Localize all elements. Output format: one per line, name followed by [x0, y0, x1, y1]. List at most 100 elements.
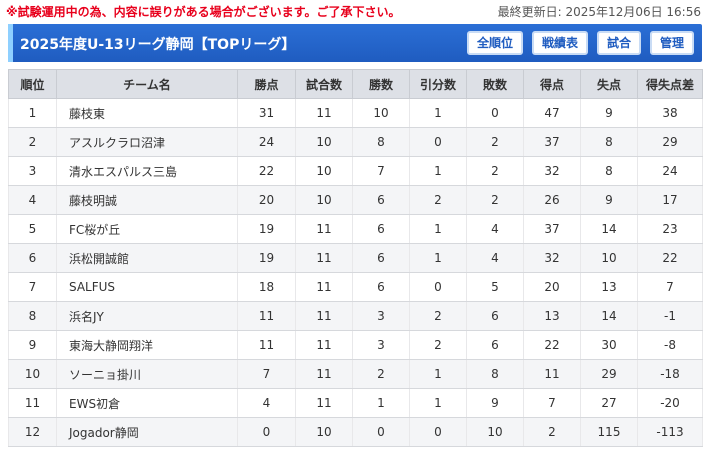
table-row[interactable]: 1 藤枝東 31 11 10 1 0 47 9 38: [8, 98, 703, 128]
cell-points: 7: [237, 359, 296, 389]
top-bar: ※試験運用中の為、内容に誤りがある場合がございます。ご了承下さい。 最終更新日:…: [0, 0, 713, 22]
table-header-row: 順位 チーム名 勝点 試合数 勝数 引分数 敗数 得点 失点 得失点差: [8, 69, 703, 99]
table-row[interactable]: 10 ソーニョ掛川 7 11 2 1 8 11 29 -18: [8, 359, 703, 389]
cell-rank: 12: [8, 417, 57, 447]
cell-goal-diff: -20: [637, 388, 703, 418]
cell-goals-for: 20: [523, 272, 581, 302]
cell-goal-diff: 17: [637, 185, 703, 215]
cell-played: 11: [295, 359, 353, 389]
cell-goals-against: 30: [580, 330, 638, 360]
cell-rank: 8: [8, 301, 57, 331]
cell-losses: 2: [466, 127, 524, 157]
cell-team-name[interactable]: 藤枝東: [56, 98, 238, 128]
cell-losses: 5: [466, 272, 524, 302]
cell-team-name[interactable]: SALFUS: [56, 272, 238, 302]
last-updated: 最終更新日: 2025年12月06日 16:56: [497, 5, 701, 19]
cell-goals-for: 37: [523, 214, 581, 244]
results-table-button[interactable]: 戦績表: [531, 31, 588, 55]
cell-team-name[interactable]: アスルクラロ沼津: [56, 127, 238, 157]
cell-played: 10: [295, 417, 353, 447]
trial-notice: ※試験運用中の為、内容に誤りがある場合がございます。ご了承下さい。: [6, 5, 401, 19]
cell-draws: 0: [409, 417, 467, 447]
cell-goals-for: 37: [523, 127, 581, 157]
cell-draws: 1: [409, 359, 467, 389]
cell-goal-diff: 7: [637, 272, 703, 302]
col-goal-diff: 得失点差: [637, 69, 703, 99]
cell-draws: 0: [409, 127, 467, 157]
table-row[interactable]: 11 EWS初倉 4 11 1 1 9 7 27 -20: [8, 388, 703, 418]
cell-losses: 10: [466, 417, 524, 447]
table-row[interactable]: 5 FC桜が丘 19 11 6 1 4 37 14 23: [8, 214, 703, 244]
admin-button[interactable]: 管理: [649, 31, 694, 55]
header-accent-bar: [8, 24, 13, 62]
cell-draws: 1: [409, 98, 467, 128]
cell-team-name[interactable]: ソーニョ掛川: [56, 359, 238, 389]
page-title: 2025年度U-13リーグ静岡【TOPリーグ】: [20, 37, 296, 53]
cell-losses: 8: [466, 359, 524, 389]
cell-points: 18: [237, 272, 296, 302]
cell-played: 11: [295, 301, 353, 331]
cell-team-name[interactable]: 浜名JY: [56, 301, 238, 331]
table-row[interactable]: 9 東海大静岡翔洋 11 11 3 2 6 22 30 -8: [8, 330, 703, 360]
cell-team-name[interactable]: Jogador静岡: [56, 417, 238, 447]
cell-goals-against: 9: [580, 98, 638, 128]
cell-goals-for: 13: [523, 301, 581, 331]
cell-draws: 2: [409, 301, 467, 331]
cell-played: 11: [295, 243, 353, 273]
table-row[interactable]: 6 浜松開誠館 19 11 6 1 4 32 10 22: [8, 243, 703, 273]
cell-points: 20: [237, 185, 296, 215]
cell-wins: 10: [352, 98, 410, 128]
cell-wins: 6: [352, 272, 410, 302]
table-row[interactable]: 2 アスルクラロ沼津 24 10 8 0 2 37 8 29: [8, 127, 703, 157]
cell-points: 4: [237, 388, 296, 418]
cell-played: 11: [295, 272, 353, 302]
col-team: チーム名: [56, 69, 238, 99]
matches-button[interactable]: 試合: [596, 31, 641, 55]
cell-wins: 3: [352, 301, 410, 331]
cell-wins: 7: [352, 156, 410, 186]
cell-goal-diff: 23: [637, 214, 703, 244]
cell-wins: 6: [352, 243, 410, 273]
table-row[interactable]: 12 Jogador静岡 0 10 0 0 10 2 115 -113: [8, 417, 703, 447]
col-losses: 敗数: [466, 69, 524, 99]
cell-goal-diff: 38: [637, 98, 703, 128]
cell-played: 11: [295, 330, 353, 360]
col-points: 勝点: [237, 69, 296, 99]
cell-team-name[interactable]: 藤枝明誠: [56, 185, 238, 215]
header-button-group: 全順位 戦績表 試合 管理: [466, 31, 694, 55]
cell-goals-against: 14: [580, 214, 638, 244]
table-row[interactable]: 4 藤枝明誠 20 10 6 2 2 26 9 17: [8, 185, 703, 215]
table-row[interactable]: 3 清水エスパルス三島 22 10 7 1 2 32 8 24: [8, 156, 703, 186]
cell-team-name[interactable]: EWS初倉: [56, 388, 238, 418]
all-standings-button[interactable]: 全順位: [466, 31, 523, 55]
cell-losses: 6: [466, 330, 524, 360]
table-row[interactable]: 8 浜名JY 11 11 3 2 6 13 14 -1: [8, 301, 703, 331]
cell-played: 10: [295, 127, 353, 157]
cell-points: 11: [237, 301, 296, 331]
cell-rank: 11: [8, 388, 57, 418]
cell-team-name[interactable]: 清水エスパルス三島: [56, 156, 238, 186]
cell-team-name[interactable]: 東海大静岡翔洋: [56, 330, 238, 360]
cell-rank: 1: [8, 98, 57, 128]
cell-team-name[interactable]: FC桜が丘: [56, 214, 238, 244]
cell-wins: 0: [352, 417, 410, 447]
table-row[interactable]: 7 SALFUS 18 11 6 0 5 20 13 7: [8, 272, 703, 302]
cell-goals-for: 32: [523, 243, 581, 273]
cell-played: 10: [295, 156, 353, 186]
cell-points: 24: [237, 127, 296, 157]
cell-goals-for: 11: [523, 359, 581, 389]
cell-goals-against: 8: [580, 127, 638, 157]
cell-losses: 2: [466, 185, 524, 215]
cell-goals-against: 9: [580, 185, 638, 215]
cell-points: 19: [237, 243, 296, 273]
cell-goals-against: 8: [580, 156, 638, 186]
cell-goals-for: 32: [523, 156, 581, 186]
cell-team-name[interactable]: 浜松開誠館: [56, 243, 238, 273]
cell-wins: 1: [352, 388, 410, 418]
standings-table: 順位 チーム名 勝点 試合数 勝数 引分数 敗数 得点 失点 得失点差 1 藤枝東…: [8, 69, 703, 447]
cell-goal-diff: -18: [637, 359, 703, 389]
col-wins: 勝数: [352, 69, 410, 99]
cell-draws: 2: [409, 185, 467, 215]
col-draws: 引分数: [409, 69, 467, 99]
cell-played: 11: [295, 388, 353, 418]
